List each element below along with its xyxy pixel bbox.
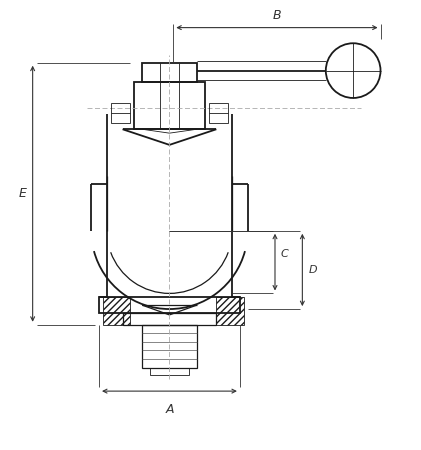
Bar [99,297,240,313]
Text: B: B [273,9,281,22]
Bar [123,313,216,324]
Bar [103,297,131,324]
Bar [142,324,197,368]
Bar [208,103,228,122]
Bar [134,82,205,129]
Bar [150,368,189,375]
Text: D: D [308,265,317,275]
Bar [216,297,244,324]
Text: C: C [281,249,289,259]
Bar [111,103,131,122]
Bar [142,63,197,82]
Text: E: E [19,187,27,200]
Text: A: A [165,403,174,416]
